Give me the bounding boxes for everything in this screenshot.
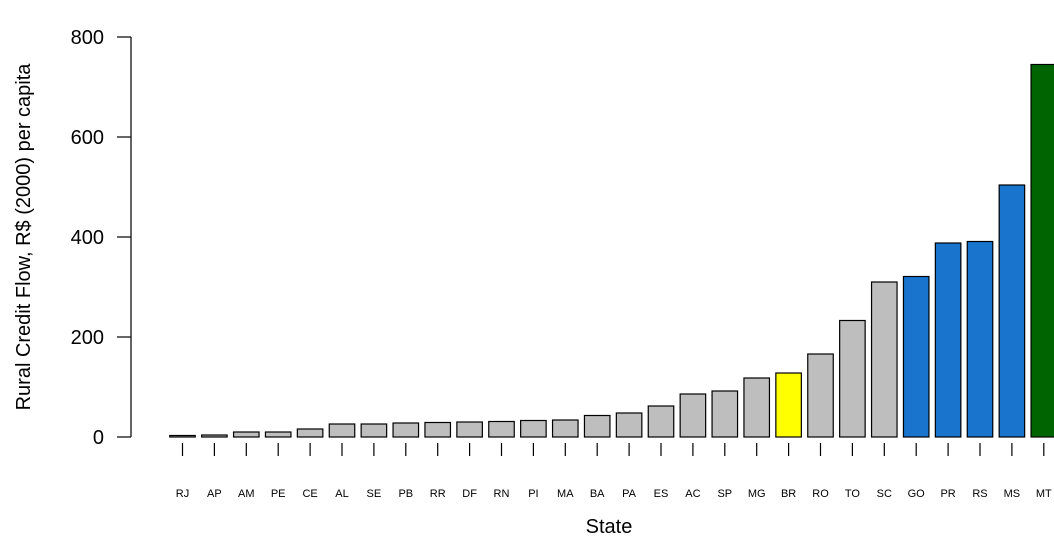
bar-br xyxy=(775,372,802,438)
bar-ap xyxy=(201,434,228,438)
x-tick-label-ac: AC xyxy=(685,488,700,500)
x-tick-label-df: DF xyxy=(462,488,477,500)
x-tick-label-rr: RR xyxy=(430,488,446,500)
bar-ms xyxy=(998,184,1026,438)
x-tick-label-al: AL xyxy=(335,488,348,500)
x-tick-label-pr: PR xyxy=(940,488,955,500)
x-tick-label-mt: MT xyxy=(1036,488,1052,500)
bar-pe xyxy=(264,431,292,438)
y-tick-label-200: 200 xyxy=(71,327,104,349)
x-tick-label-sc: SC xyxy=(877,488,892,500)
bar-ro xyxy=(807,353,834,438)
bar-df xyxy=(456,421,483,438)
bar-pr xyxy=(934,242,962,438)
x-tick-label-br: BR xyxy=(781,488,796,500)
x-tick-label-rj: RJ xyxy=(176,488,189,500)
x-tick-label-ba: BA xyxy=(590,488,605,500)
y-tick-label-0: 0 xyxy=(93,427,104,449)
x-tick-label-pe: PE xyxy=(271,488,286,500)
bar-sc xyxy=(870,281,898,438)
x-tick-label-ap: AP xyxy=(207,488,222,500)
bar-pi xyxy=(520,419,547,438)
y-tick-label-800: 800 xyxy=(71,27,104,49)
x-tick-label-sp: SP xyxy=(717,488,732,500)
x-tick-label-ma: MA xyxy=(557,488,574,500)
x-tick-label-pa: PA xyxy=(622,488,637,500)
y-axis: 0 200 400 600 800 xyxy=(71,27,132,449)
y-tick-label-400: 400 xyxy=(71,227,104,249)
x-tick-label-se: SE xyxy=(367,488,382,500)
bar-rr xyxy=(424,421,452,438)
bar-pb xyxy=(392,422,420,438)
x-axis-title: State xyxy=(586,516,633,538)
x-tick-label-ro: RO xyxy=(812,488,829,500)
bar-sp xyxy=(711,390,739,438)
bar-ce xyxy=(296,428,324,438)
bar-es xyxy=(647,405,675,438)
y-axis-title: Rural Credit Flow, R$ (2000) per capita xyxy=(13,63,35,411)
bars-group xyxy=(169,63,1054,438)
bar-ac xyxy=(679,393,707,438)
x-tick-label-pi: PI xyxy=(528,488,538,500)
bar-rs xyxy=(966,240,994,438)
bar-ma xyxy=(551,419,579,438)
x-ticks: RJ AP AM PE CE AL SE PB RR DF RN PI MA BA PA ES AC SP MG BR… xyxy=(176,443,1052,500)
y-ticks: 0 200 400 600 800 xyxy=(71,27,131,449)
bar-go xyxy=(902,275,930,438)
bar-mg xyxy=(743,377,771,438)
bar-se xyxy=(360,423,388,438)
bar-ba xyxy=(583,414,611,438)
y-tick-label-600: 600 xyxy=(71,127,104,149)
bar-rn xyxy=(488,420,515,438)
bar-rj xyxy=(169,434,196,438)
x-tick-label-go: GO xyxy=(908,488,926,500)
x-tick-label-mg: MG xyxy=(748,488,766,500)
x-tick-label-ms: MS xyxy=(1004,488,1021,500)
bar-mt xyxy=(1030,63,1054,438)
bar-am xyxy=(232,431,260,438)
x-tick-label-rs: RS xyxy=(972,488,987,500)
bar-pa xyxy=(615,412,643,438)
x-tick-label-to: TO xyxy=(845,488,861,500)
bar-al xyxy=(328,423,356,438)
x-tick-label-ce: CE xyxy=(302,488,317,500)
x-tick-label-rn: RN xyxy=(494,488,510,500)
bar-to xyxy=(839,319,866,438)
x-tick-label-pb: PB xyxy=(398,488,413,500)
x-tick-label-es: ES xyxy=(654,488,669,500)
x-tick-label-am: AM xyxy=(238,488,255,500)
